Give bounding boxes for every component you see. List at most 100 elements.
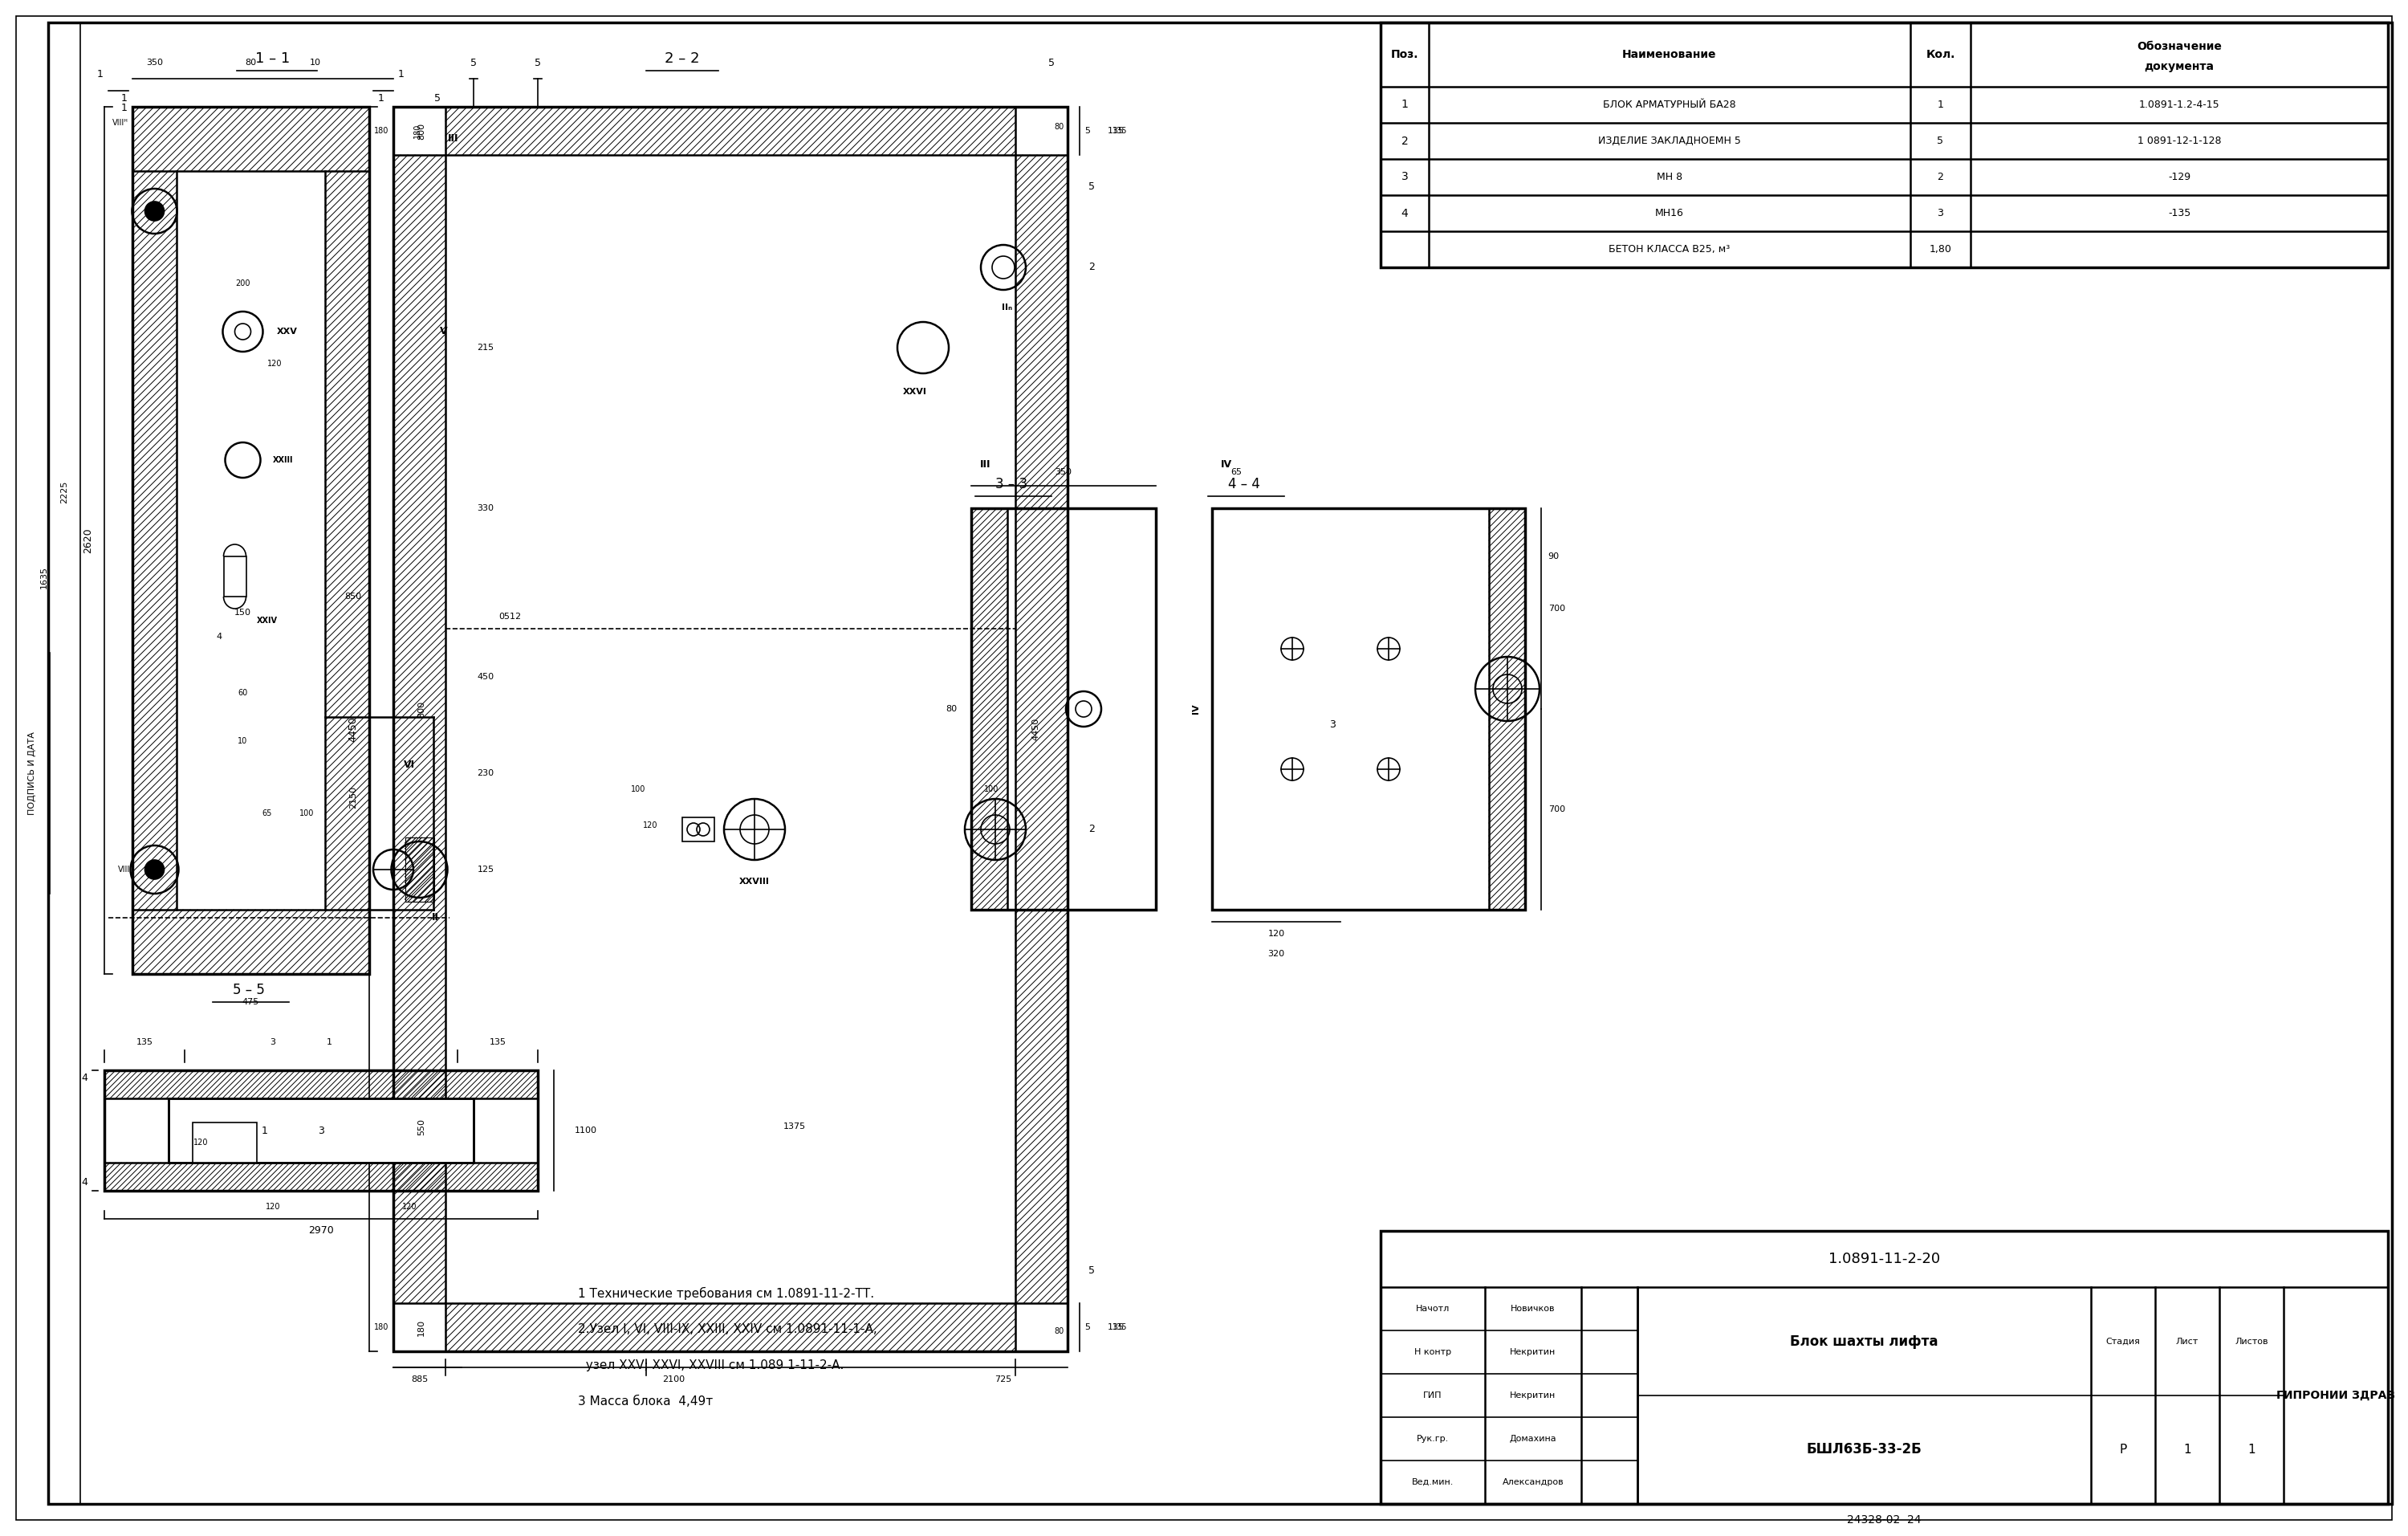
Text: 550: 550 <box>417 1118 426 1135</box>
Text: 135: 135 <box>1112 127 1127 135</box>
Text: 150: 150 <box>234 608 250 616</box>
Text: 5: 5 <box>433 94 441 104</box>
Text: 0512: 0512 <box>498 613 520 621</box>
Text: XXVIII: XXVIII <box>739 877 771 886</box>
Bar <box>325 170 368 909</box>
Text: Блок шахты лифта: Блок шахты лифта <box>1789 1335 1938 1349</box>
Text: 2970: 2970 <box>308 1226 335 1236</box>
Text: 1: 1 <box>262 1126 267 1135</box>
Text: 120: 120 <box>643 822 657 829</box>
Text: Кол.: Кол. <box>1926 49 1955 60</box>
Text: МН 8: МН 8 <box>1657 172 1683 183</box>
Bar <box>445 108 1016 155</box>
Bar <box>1016 155 1067 1303</box>
Text: 230: 230 <box>477 770 494 777</box>
Text: 1635: 1635 <box>41 567 48 588</box>
Bar <box>104 1163 537 1190</box>
Text: Александров: Александров <box>1503 1478 1563 1487</box>
Bar <box>132 108 368 170</box>
Text: IV: IV <box>1192 703 1199 714</box>
Text: 5: 5 <box>1084 1322 1091 1332</box>
Text: 100: 100 <box>985 785 999 793</box>
Text: 2225: 2225 <box>60 481 67 504</box>
Text: V: V <box>441 326 448 336</box>
Bar <box>1211 508 1524 909</box>
Text: 1: 1 <box>120 103 128 112</box>
Text: 2: 2 <box>1938 172 1943 183</box>
Text: -129: -129 <box>2167 172 2191 183</box>
Text: Поз.: Поз. <box>1392 49 1418 60</box>
Text: 850: 850 <box>344 593 361 601</box>
Text: БШЛ63Б-33-2Б: БШЛ63Б-33-2Б <box>1806 1442 1922 1458</box>
Text: 4: 4 <box>82 1074 87 1083</box>
Text: Наименование: Наименование <box>1623 49 1717 60</box>
Text: 350: 350 <box>147 58 164 66</box>
Text: 5: 5 <box>1084 127 1091 135</box>
Text: 2620: 2620 <box>82 528 94 553</box>
Text: Новичков: Новичков <box>1510 1304 1556 1313</box>
Text: 1 0891-12-1-128: 1 0891-12-1-128 <box>2138 135 2220 146</box>
Text: 700: 700 <box>1548 805 1565 814</box>
Text: 700: 700 <box>1548 605 1565 613</box>
Text: 5: 5 <box>1088 181 1096 192</box>
Text: 1: 1 <box>2247 1444 2256 1456</box>
Text: БЕТОН КЛАССА В25, м³: БЕТОН КЛАССА В25, м³ <box>1609 244 1731 255</box>
Bar <box>1488 508 1524 909</box>
Text: 135: 135 <box>1108 1322 1125 1332</box>
Text: 1: 1 <box>1401 100 1409 111</box>
Text: узел XXV; XXVI, XXVIII см 1.089 1-11-2-А.: узел XXV; XXVI, XXVIII см 1.089 1-11-2-А… <box>578 1359 843 1372</box>
Text: 120: 120 <box>267 359 282 367</box>
Text: 180: 180 <box>373 1322 388 1332</box>
Text: Стадия: Стадия <box>2107 1338 2141 1346</box>
Text: документа: документа <box>2143 61 2215 72</box>
Text: 330: 330 <box>477 504 494 513</box>
Text: Вед.мин.: Вед.мин. <box>1411 1478 1454 1487</box>
Text: VI: VI <box>405 760 414 771</box>
Text: Начотл: Начотл <box>1416 1304 1450 1313</box>
Text: 2 – 2: 2 – 2 <box>665 51 701 66</box>
Text: IV: IV <box>1221 459 1233 470</box>
Bar <box>132 108 368 974</box>
Text: 1 – 1: 1 – 1 <box>255 51 291 66</box>
Text: XXIV: XXIV <box>255 616 277 625</box>
Text: 100: 100 <box>299 809 315 817</box>
Text: 2100: 2100 <box>662 1375 684 1384</box>
Text: III: III <box>980 459 992 470</box>
Bar <box>193 1123 258 1163</box>
Text: 1: 1 <box>96 69 104 80</box>
Text: 135: 135 <box>1112 1322 1127 1332</box>
Text: 350: 350 <box>1055 468 1072 476</box>
Text: 135: 135 <box>135 1038 154 1046</box>
Text: ИЗДЕЛИЕ ЗАКЛАДНОЕМН 5: ИЗДЕЛИЕ ЗАКЛАДНОЕМН 5 <box>1599 135 1741 146</box>
Bar <box>445 1303 1016 1352</box>
Text: 1375: 1375 <box>783 1123 807 1130</box>
Text: ГИПРОНИИ ЗДРАВ: ГИПРОНИИ ЗДРАВ <box>2276 1390 2396 1401</box>
Bar <box>104 1071 537 1098</box>
Text: 65: 65 <box>1230 468 1243 476</box>
Text: Рук.гр.: Рук.гр. <box>1416 1435 1450 1442</box>
Text: 80: 80 <box>946 705 956 713</box>
Text: 450: 450 <box>477 673 494 680</box>
Text: Листов: Листов <box>2235 1338 2268 1346</box>
Text: МН16: МН16 <box>1654 207 1683 218</box>
Text: 1,80: 1,80 <box>1929 244 1950 255</box>
Text: 90: 90 <box>1548 553 1558 561</box>
Text: 5 – 5: 5 – 5 <box>234 983 265 997</box>
Text: 100: 100 <box>631 785 645 793</box>
Text: 200: 200 <box>236 280 250 287</box>
Text: XXIII: XXIII <box>272 456 294 464</box>
Text: 475: 475 <box>243 998 260 1006</box>
Text: 180: 180 <box>414 123 421 138</box>
Text: 885: 885 <box>412 1375 429 1384</box>
Text: 80: 80 <box>246 58 258 66</box>
Text: 5: 5 <box>1047 57 1055 68</box>
Text: 10: 10 <box>238 737 248 745</box>
Text: XXV: XXV <box>277 327 296 336</box>
Text: 120: 120 <box>265 1203 279 1210</box>
Text: 5: 5 <box>470 57 477 68</box>
Text: ГИП: ГИП <box>1423 1392 1442 1399</box>
Text: 3: 3 <box>270 1038 275 1046</box>
Text: 725: 725 <box>995 1375 1011 1384</box>
Text: 135: 135 <box>1108 127 1125 135</box>
Text: 4: 4 <box>82 1178 87 1187</box>
